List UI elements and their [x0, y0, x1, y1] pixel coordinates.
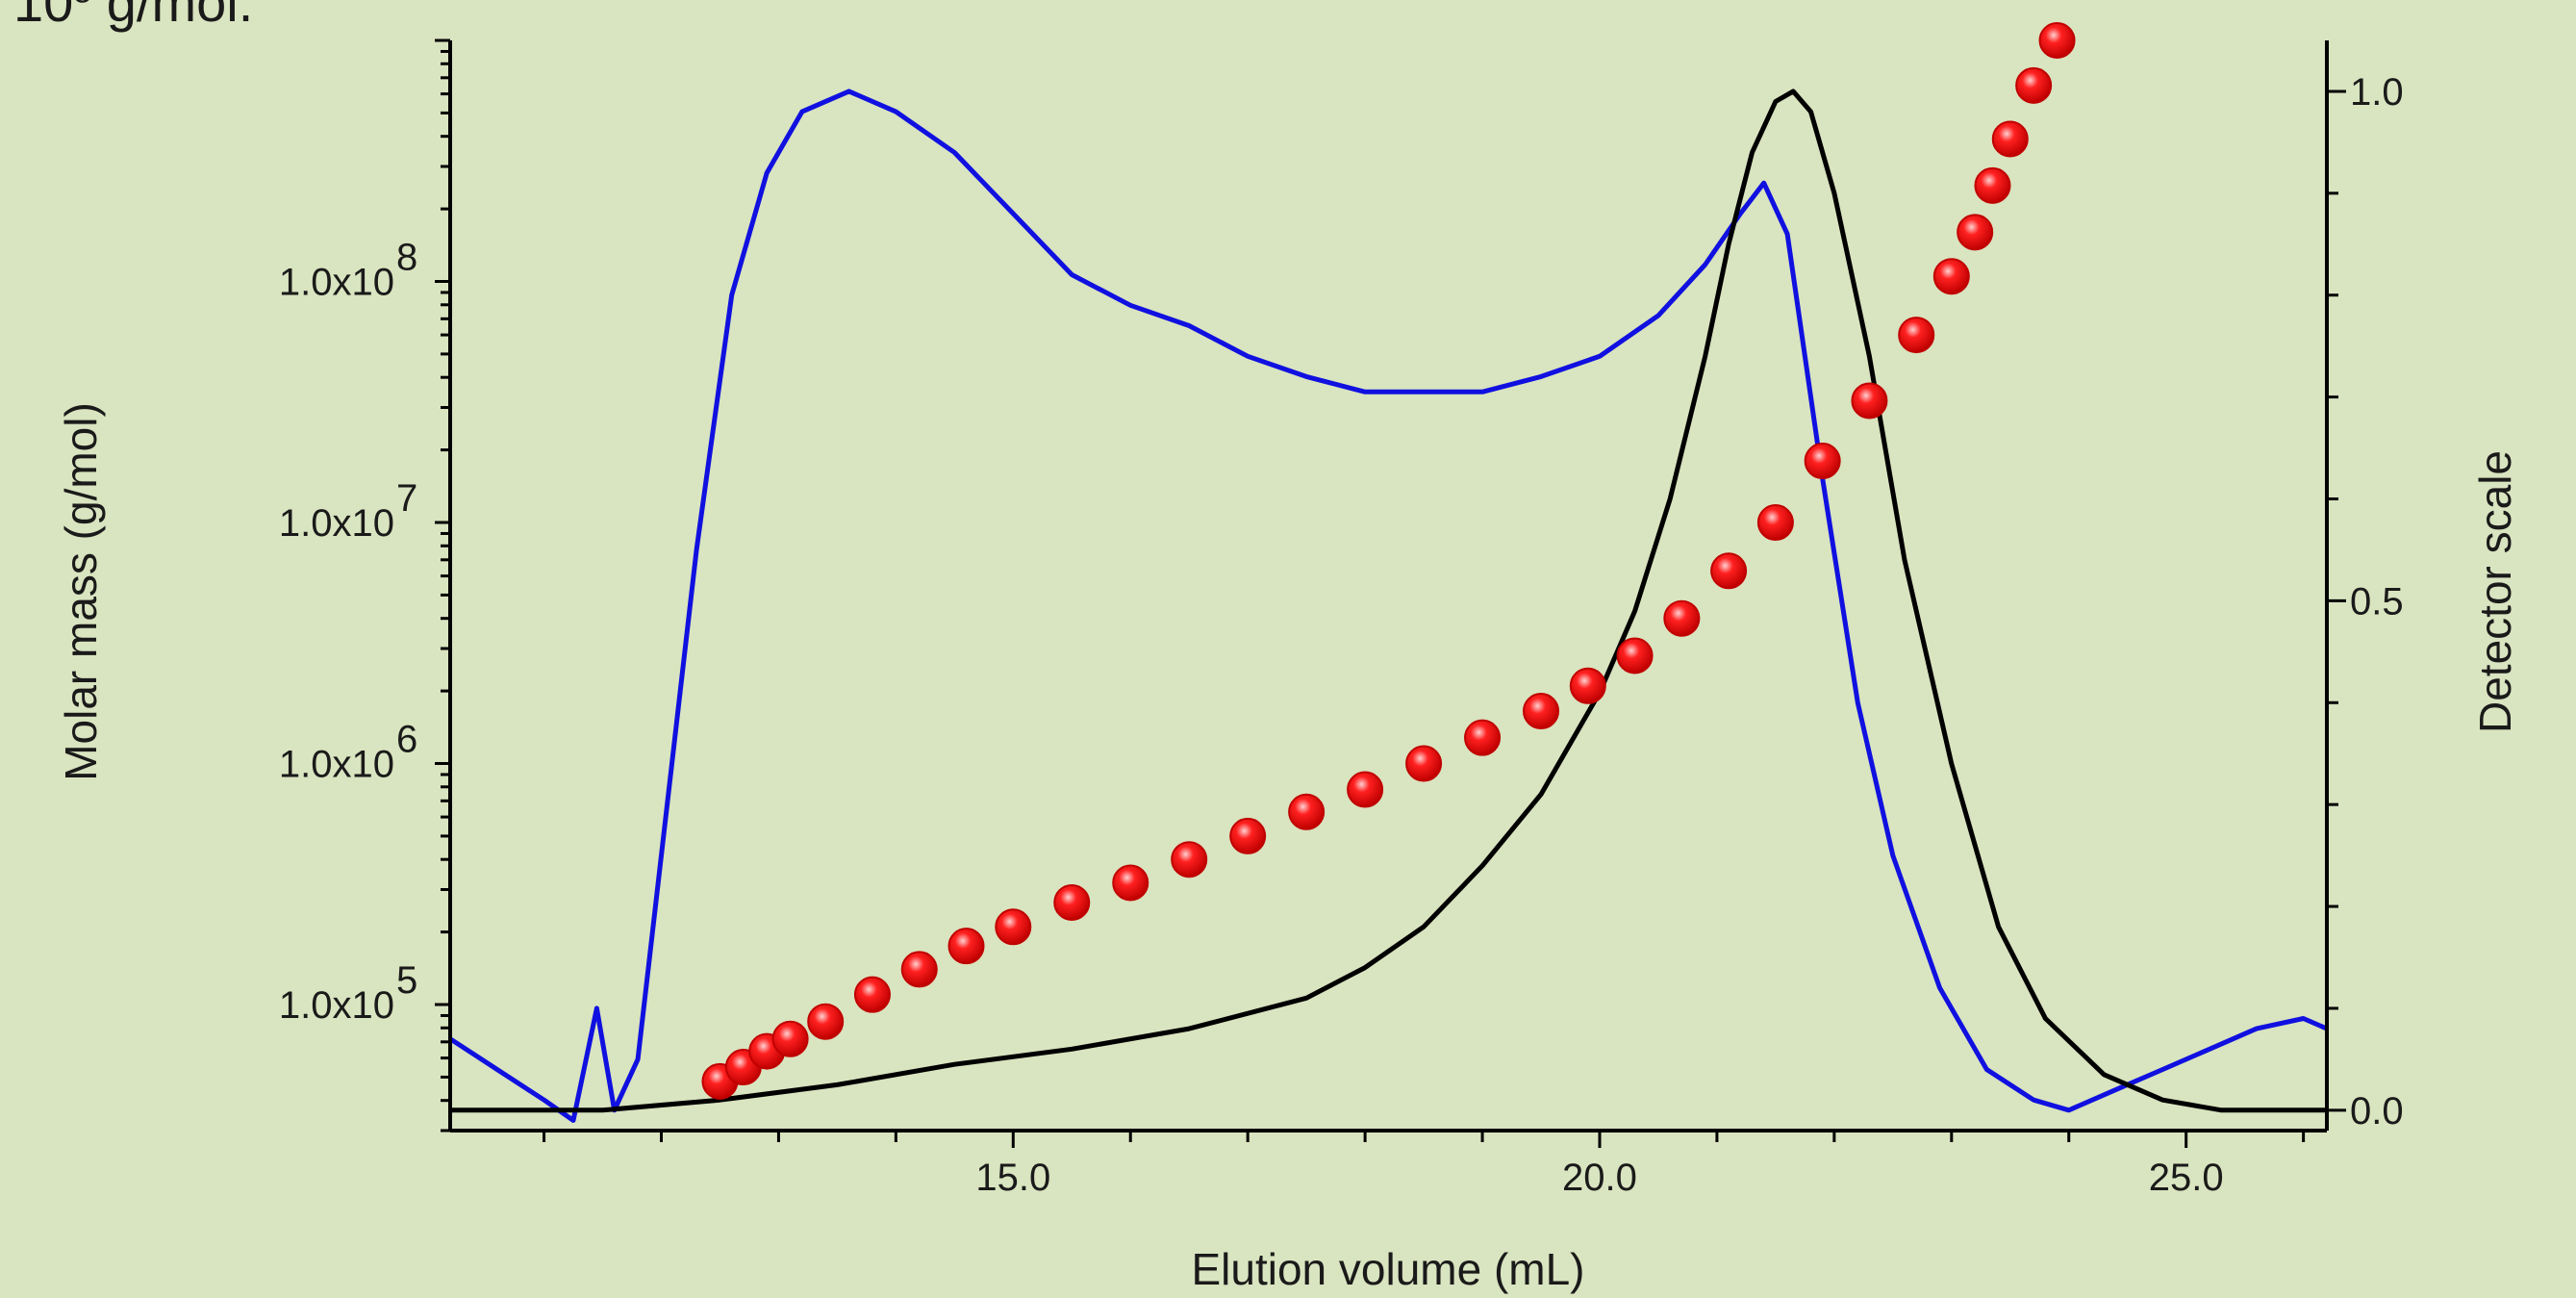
molar-mass-point	[1957, 214, 1994, 251]
molar-mass-point	[995, 908, 1032, 946]
y-left-tick-label: 1.0x10	[279, 262, 394, 304]
molar-mass-point	[1663, 599, 1701, 637]
series-line-blue	[450, 89, 2327, 1123]
molar-mass-point	[1898, 317, 1935, 354]
x-axis-title: Elution volume (mL)	[1191, 1244, 1584, 1294]
y-right-tick-label: 0.0	[2350, 1090, 2404, 1133]
molar-mass-point	[1405, 745, 1443, 782]
y-right-tick-label: 1.0	[2350, 71, 2404, 114]
y-right-tick-label: 0.5	[2350, 580, 2404, 623]
molar-mass-point	[1756, 504, 1794, 542]
x-tick-label: 25.0	[2149, 1157, 2224, 1199]
molar-mass-point	[900, 951, 938, 988]
x-tick-label: 15.0	[975, 1157, 1050, 1199]
y-axis-right-title: Detector scale	[2470, 450, 2520, 733]
molar-mass-point	[1053, 883, 1091, 921]
molar-mass-point	[1347, 771, 1384, 808]
molar-mass-point	[2015, 66, 2053, 104]
molar-mass-point	[1229, 817, 1267, 854]
series-line-black	[450, 89, 2327, 1113]
molar-mass-point	[771, 1020, 809, 1057]
molar-mass-point	[1804, 443, 1841, 480]
molar-mass-point	[1569, 667, 1606, 704]
molar-mass-point	[1171, 841, 1208, 878]
y-left-tick-label: 1.0x10	[279, 502, 394, 545]
molar-mass-point	[1851, 382, 1888, 420]
molar-mass-point	[1523, 693, 1560, 730]
molar-mass-point	[2038, 22, 2076, 59]
molar-mass-point	[1932, 258, 1970, 295]
molar-mass-point	[1991, 120, 2029, 158]
molar-mass-point	[853, 976, 891, 1013]
header-fragment: 108 g/mol.	[13, 0, 254, 33]
molar-mass-point	[1112, 864, 1149, 902]
molar-mass-point	[1288, 793, 1326, 830]
y-left-tick-exponent: 7	[396, 477, 417, 520]
y-left-tick-label: 1.0x10	[279, 744, 394, 786]
molar-mass-point	[1710, 552, 1748, 590]
y-left-tick-exponent: 6	[396, 719, 417, 761]
y-left-tick-exponent: 5	[396, 959, 417, 1002]
x-tick-label: 20.0	[1562, 1157, 1637, 1199]
molar-mass-point	[1974, 166, 2011, 204]
molar-mass-point	[807, 1003, 845, 1040]
y-left-tick-exponent: 8	[396, 237, 417, 279]
molar-mass-point	[1616, 637, 1654, 674]
molar-mass-point	[1464, 719, 1502, 756]
y-left-tick-label: 1.0x10	[279, 984, 394, 1027]
molar-mass-point	[947, 928, 985, 965]
y-axis-left-title: Molar mass (g/mol)	[56, 402, 106, 781]
